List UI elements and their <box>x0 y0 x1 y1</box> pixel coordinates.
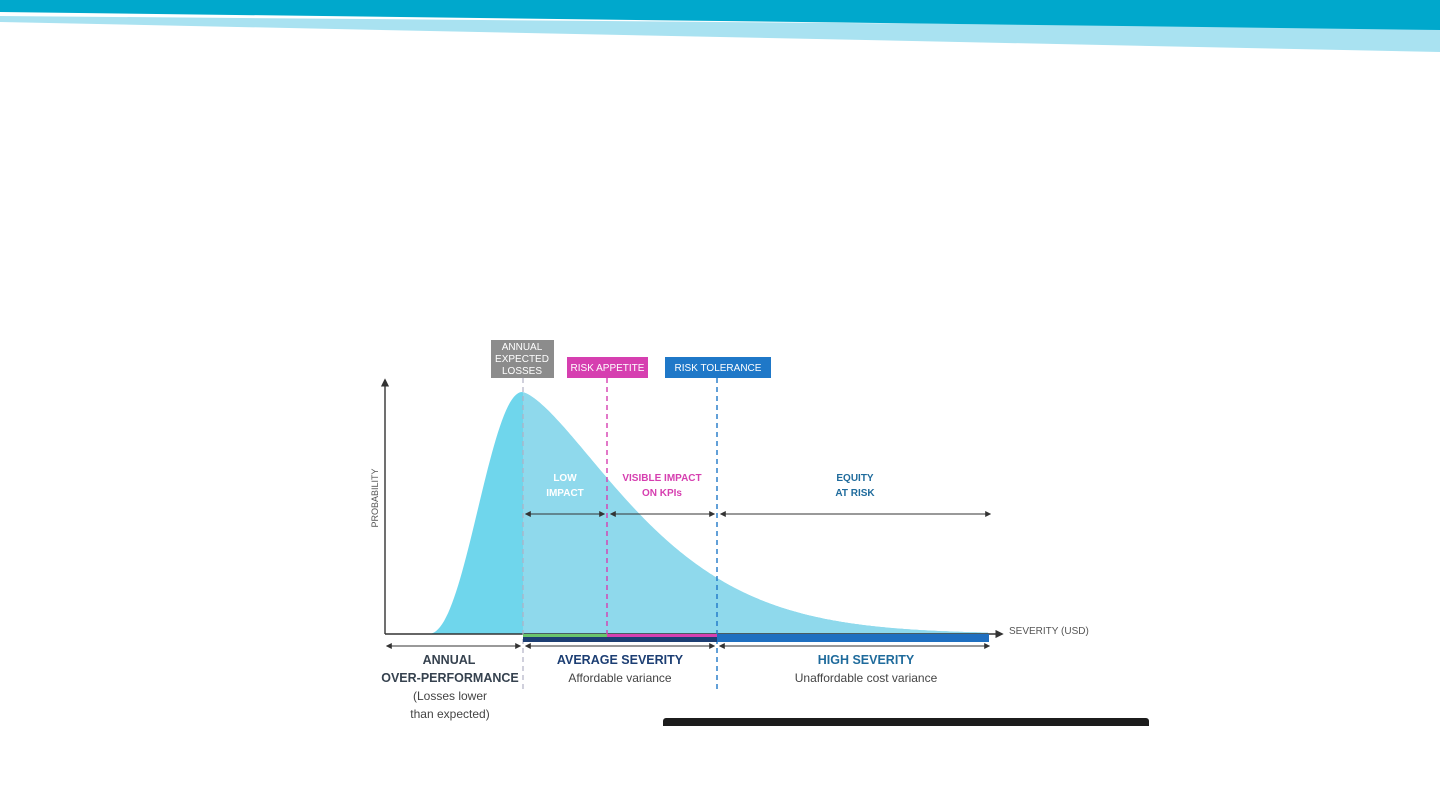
annual-expected-losses-marker: ANNUAL EXPECTED LOSSES <box>491 340 554 378</box>
low-impact-bar <box>523 634 607 637</box>
y-axis-label: PROBABILITY <box>370 468 380 527</box>
risk-appetite-label: RISK APPETITE <box>571 363 645 374</box>
equity-at-risk-label-line-1: EQUITY <box>836 473 874 484</box>
annual-expected-losses-box <box>491 340 554 378</box>
risk-appetite-box <box>567 357 648 378</box>
banner-dark-stripe <box>0 0 1440 30</box>
average-severity-subtitle: Affordable variance <box>568 671 672 685</box>
low-impact-label-line-1: LOW <box>553 473 577 484</box>
risk-tolerance-box <box>665 357 771 378</box>
high-severity-bar <box>717 634 989 642</box>
annual-expected-losses-label-line-2: EXPECTED <box>495 354 549 365</box>
over-performance-subtitle-line-2: than expected) <box>410 707 489 721</box>
average-severity-title: AVERAGE SEVERITY <box>557 653 684 667</box>
equity-at-risk-label-line-2: AT RISK <box>835 488 875 499</box>
risk-tolerance-label: RISK TOLERANCE <box>675 363 762 374</box>
header-banner <box>0 0 1440 52</box>
over-performance-subtitle-line-1: (Losses lower <box>413 689 487 703</box>
visible-impact-label-line-2: ON KPIs <box>642 488 682 499</box>
annual-expected-losses-label-line-3: LOSSES <box>502 366 542 377</box>
over-performance-title-line-2: OVER-PERFORMANCE <box>381 671 519 685</box>
low-impact-label-line-2: IMPACT <box>546 488 584 499</box>
curve-region-above-expected-losses <box>523 392 988 634</box>
high-severity-title: HIGH SEVERITY <box>818 653 915 667</box>
over-performance-title-line-1: ANNUAL <box>423 653 476 667</box>
visible-impact-bar <box>607 634 717 637</box>
risk-appetite-marker: RISK APPETITE <box>567 357 648 378</box>
average-severity-bar <box>523 637 717 642</box>
risk-tolerance-marker: RISK TOLERANCE <box>665 357 771 378</box>
annual-expected-losses-label-line-1: ANNUAL <box>502 342 543 353</box>
dark-overlay-strip <box>663 718 1149 726</box>
visible-impact-label-line-1: VISIBLE IMPACT <box>622 473 701 484</box>
x-axis-label: SEVERITY (USD) <box>1009 626 1089 637</box>
high-severity-subtitle: Unaffordable cost variance <box>795 671 938 685</box>
